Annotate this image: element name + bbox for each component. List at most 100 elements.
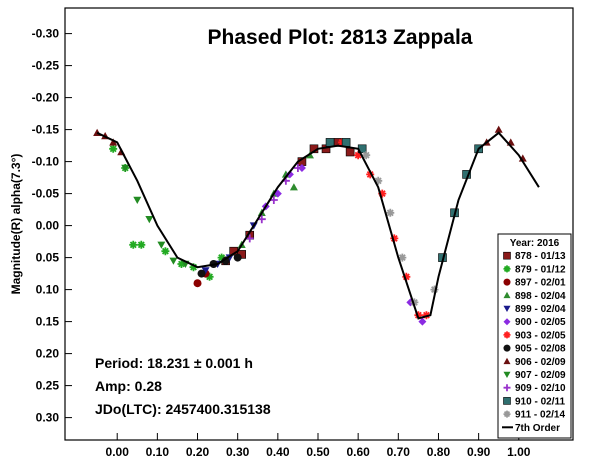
point <box>390 234 399 243</box>
point <box>422 311 431 320</box>
y-tick-label: -0.25 <box>32 59 60 73</box>
annotation: JDo(LTC): 2457400.315138 <box>95 401 271 417</box>
point <box>297 164 306 172</box>
legend-label: 905 - 02/08 <box>515 344 566 355</box>
legend-label: 7th Order <box>515 423 560 434</box>
legend-label: 878 - 01/13 <box>515 251 566 262</box>
legend-marker <box>503 410 511 418</box>
point <box>145 216 154 224</box>
point <box>374 176 383 185</box>
legend-label: 906 - 02/09 <box>515 357 566 368</box>
legend-title: Year: 2016 <box>510 238 560 249</box>
legend-marker <box>503 384 511 392</box>
x-tick-label: 0.90 <box>467 445 491 459</box>
legend-label: 900 - 02/05 <box>515 317 566 328</box>
point <box>293 164 302 172</box>
y-axis-label: Magnitude(R) alpha(7.3°) <box>9 154 23 295</box>
chart-title: Phased Plot: 2813 Zappala <box>208 26 473 49</box>
point <box>193 279 202 288</box>
point <box>217 253 226 262</box>
annotation: Period: 18.231 ± 0.001 h <box>95 355 253 371</box>
x-tick-label: 0.30 <box>226 445 250 459</box>
point <box>285 170 294 179</box>
point <box>366 170 375 179</box>
point <box>189 263 198 272</box>
point <box>137 240 146 249</box>
y-tick-label: -0.20 <box>32 91 60 105</box>
point <box>161 247 170 256</box>
point <box>109 138 118 146</box>
legend-marker <box>503 291 511 299</box>
point <box>430 285 439 294</box>
legend-marker <box>503 397 511 405</box>
y-tick-label: 0.05 <box>36 251 60 265</box>
y-tick-label: 0.00 <box>36 219 60 233</box>
legend-marker <box>503 318 511 326</box>
point <box>197 269 206 278</box>
point <box>157 241 166 249</box>
point <box>345 147 355 157</box>
legend-label: 909 - 02/10 <box>515 383 566 394</box>
y-tick-label: 0.10 <box>36 283 60 297</box>
y-tick-label: -0.05 <box>32 187 60 201</box>
point <box>233 253 242 262</box>
y-tick-label: -0.30 <box>32 27 60 41</box>
x-tick-label: 0.70 <box>387 445 411 459</box>
y-tick-label: 0.30 <box>36 411 60 425</box>
legend-label: 899 - 02/04 <box>515 304 566 315</box>
x-tick-label: 0.00 <box>106 445 130 459</box>
legend-marker <box>503 344 511 352</box>
point <box>494 125 503 133</box>
point <box>257 215 266 224</box>
fit-line <box>96 131 540 320</box>
y-tick-label: -0.10 <box>32 155 60 169</box>
y-tick-label: -0.15 <box>32 123 60 137</box>
point <box>121 164 130 172</box>
legend-label: 903 - 02/05 <box>515 330 566 341</box>
y-tick-label: 0.20 <box>36 347 60 361</box>
point <box>289 183 298 191</box>
point <box>341 138 351 147</box>
point <box>418 317 427 326</box>
point <box>362 151 371 160</box>
point <box>378 189 387 198</box>
legend-marker <box>503 331 511 339</box>
x-tick-label: 0.40 <box>266 445 290 459</box>
legend-label: 898 - 02/04 <box>515 291 566 302</box>
point <box>129 240 138 249</box>
legend-marker <box>503 278 511 286</box>
x-tick-label: 1.00 <box>507 445 531 459</box>
x-tick-label: 0.10 <box>146 445 170 459</box>
plot-frame <box>64 7 574 441</box>
point <box>205 272 214 281</box>
legend-marker <box>503 371 511 378</box>
legend-marker <box>503 265 511 273</box>
point <box>169 257 178 265</box>
point <box>354 151 363 160</box>
legend-label: 911 - 02/14 <box>515 410 565 421</box>
legend-label: 879 - 01/12 <box>515 264 566 275</box>
annotation: Amp: 0.28 <box>95 378 162 394</box>
legend-marker <box>503 305 511 312</box>
point <box>221 256 230 265</box>
point <box>398 253 407 262</box>
x-tick-label: 0.50 <box>306 445 330 459</box>
point <box>201 267 210 275</box>
point <box>386 208 395 217</box>
legend-marker <box>503 251 511 260</box>
y-tick-label: 0.15 <box>36 315 60 329</box>
point <box>109 144 118 153</box>
point <box>177 260 186 268</box>
point <box>269 196 278 204</box>
x-tick-label: 0.80 <box>427 445 451 459</box>
y-tick-label: 0.25 <box>36 379 60 393</box>
x-tick-label: 0.60 <box>346 445 370 459</box>
point <box>402 272 411 281</box>
point <box>410 298 419 307</box>
x-tick-label: 0.20 <box>186 445 210 459</box>
point <box>245 234 254 243</box>
point <box>325 138 335 147</box>
legend-label: 910 - 02/11 <box>515 396 565 407</box>
point <box>133 196 142 204</box>
